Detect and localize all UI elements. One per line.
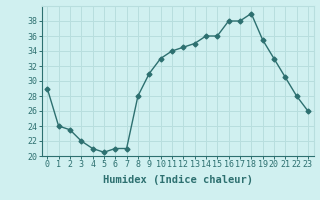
X-axis label: Humidex (Indice chaleur): Humidex (Indice chaleur): [103, 175, 252, 185]
